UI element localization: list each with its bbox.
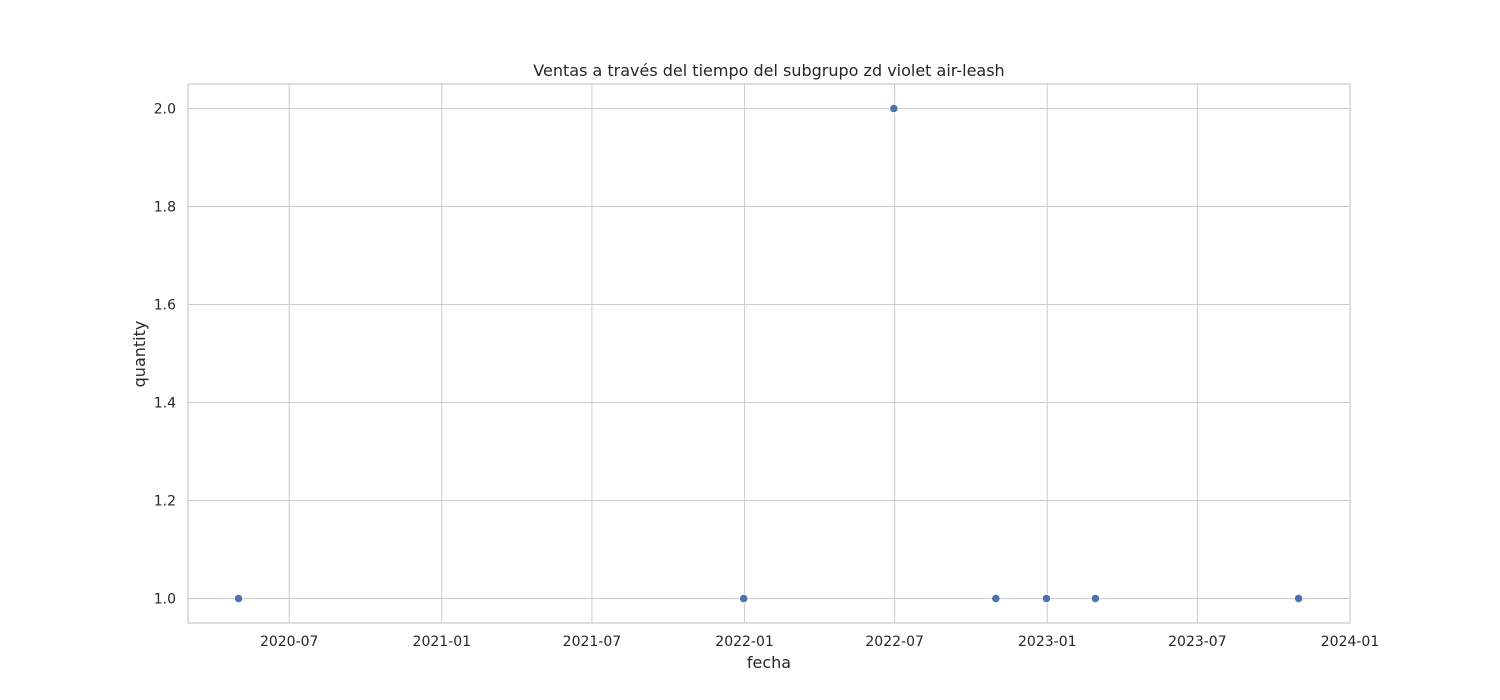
x-axis-label: fecha	[747, 653, 791, 672]
data-point	[1041, 593, 1052, 604]
data-point	[233, 593, 244, 604]
chart-title: Ventas a través del tiempo del subgrupo …	[533, 61, 1004, 80]
x-tick-labels: 2020-07 2021-01 2021-07 2022-01 2022-07 2023-…	[260, 634, 1379, 650]
x-tick-label: 2023-07	[1168, 634, 1227, 650]
y-tick-label: 1.6	[154, 298, 176, 314]
y-tick-label: 1.2	[154, 494, 176, 510]
y-tick-label: 1.4	[154, 396, 176, 412]
y-tick-labels: 1.0 1.2 1.4 1.6 1.8 2.0	[154, 102, 176, 608]
data-point	[991, 593, 1001, 604]
y-tick-label: 1.8	[154, 200, 176, 216]
data-points	[233, 103, 1304, 604]
data-point	[889, 103, 899, 114]
data-point	[1090, 593, 1100, 604]
x-tick-label: 2021-01	[413, 634, 472, 650]
grid	[188, 84, 1350, 623]
x-tick-label: 2023-01	[1018, 634, 1077, 650]
x-tick-label: 2024-01	[1321, 634, 1380, 650]
x-tick-label: 2022-07	[865, 634, 924, 650]
y-axis-label: quantity	[130, 321, 149, 388]
data-point	[1293, 593, 1304, 604]
plot-area	[187, 83, 1351, 624]
y-tick-label: 2.0	[154, 102, 176, 118]
x-tick-label: 2022-01	[715, 634, 774, 650]
x-tick-label: 2020-07	[260, 634, 319, 650]
data-point	[739, 593, 749, 604]
y-tick-label: 1.0	[154, 592, 176, 608]
x-tick-label: 2021-07	[563, 634, 622, 650]
